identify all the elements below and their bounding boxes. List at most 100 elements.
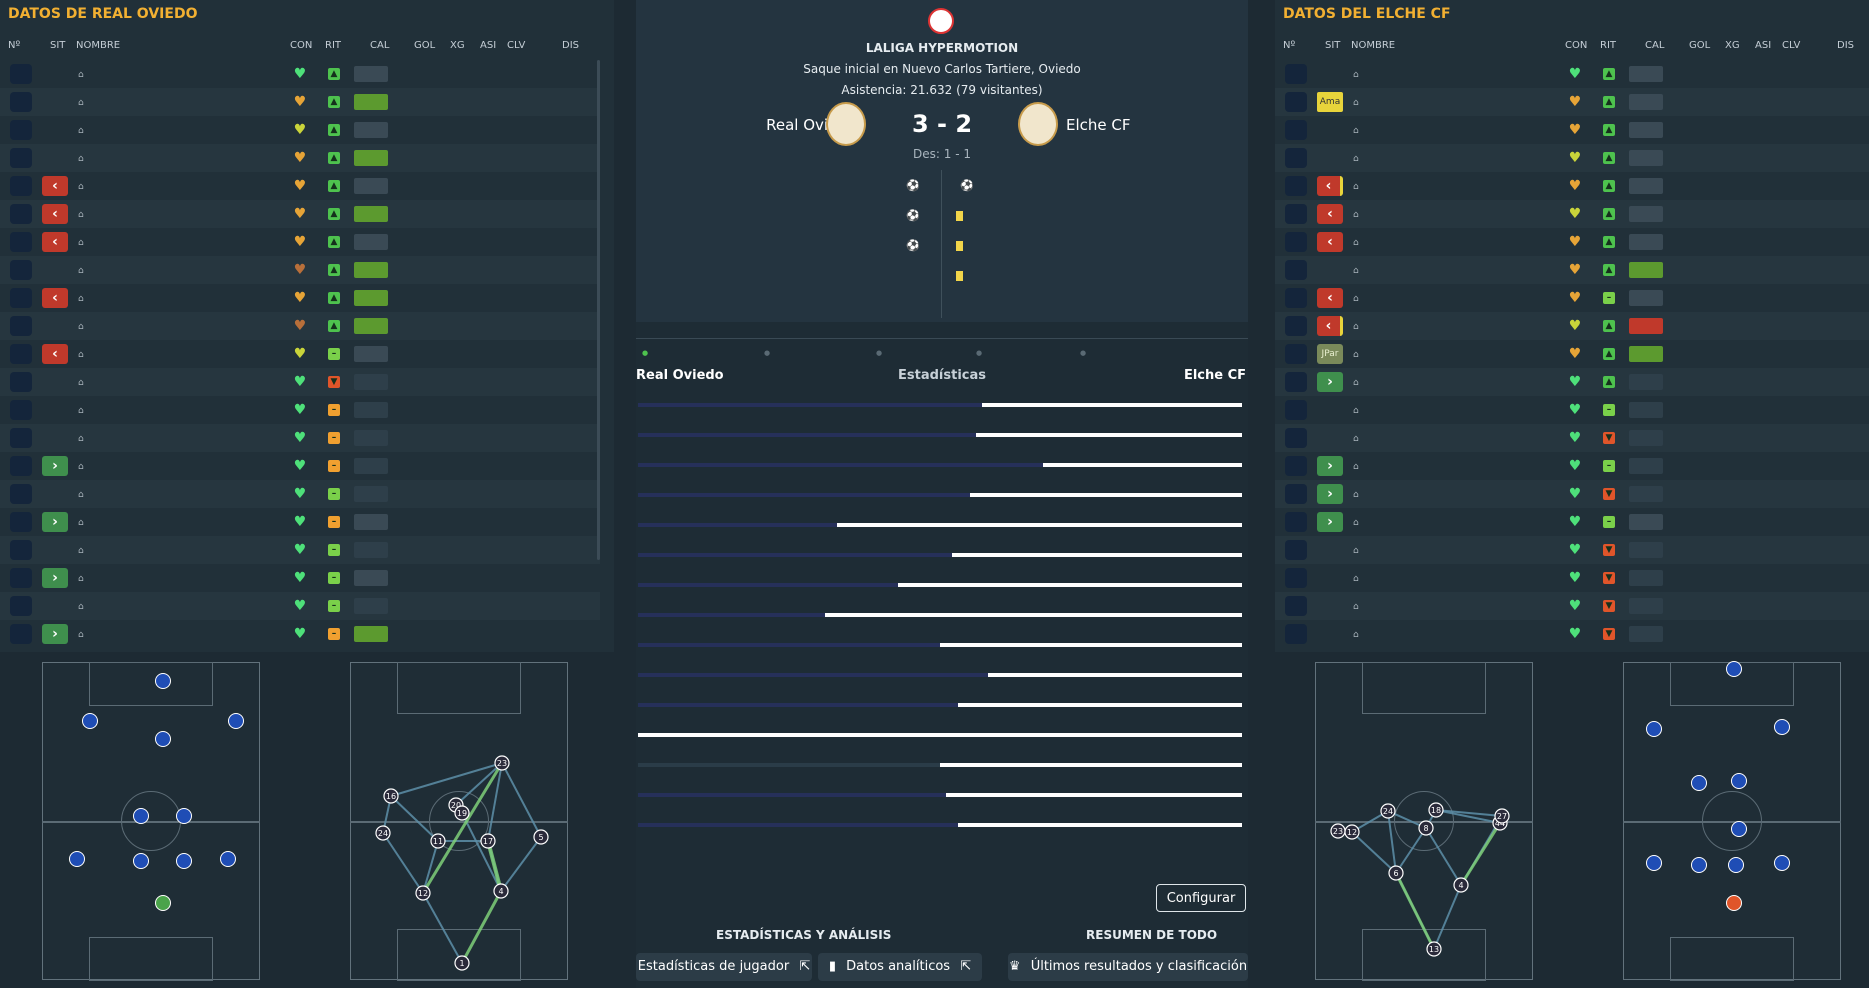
pass-node[interactable] xyxy=(415,885,431,901)
player-row[interactable]: › ♥ – xyxy=(1275,452,1869,480)
formation-player[interactable] xyxy=(1699,661,1769,692)
player-row[interactable]: ‹ ♥ ▲ xyxy=(1275,228,1869,256)
player-name[interactable] xyxy=(78,290,88,305)
col-header[interactable]: NOMBRE xyxy=(1351,40,1396,51)
player-name[interactable] xyxy=(1353,94,1363,109)
player-row[interactable]: › ♥ – xyxy=(0,452,600,480)
stats-tab[interactable] xyxy=(764,345,776,360)
formation-player[interactable] xyxy=(128,731,198,762)
player-row[interactable]: JPar ♥ ▲ xyxy=(1275,340,1869,368)
pass-node[interactable] xyxy=(1428,802,1444,818)
analytics-button[interactable]: ▮ Datos analíticos ⇱ xyxy=(818,953,982,981)
player-row[interactable]: ♥▲ xyxy=(0,116,600,144)
col-header[interactable]: GOL xyxy=(1689,40,1711,51)
col-header[interactable]: ASI xyxy=(480,40,497,51)
player-name[interactable] xyxy=(1353,514,1363,529)
col-header[interactable]: CON xyxy=(290,40,313,51)
formation-player[interactable] xyxy=(106,808,176,839)
player-name[interactable] xyxy=(1353,178,1363,193)
player-row[interactable]: ♥– xyxy=(0,536,600,564)
player-row[interactable]: ♥▲ xyxy=(0,256,600,284)
formation-player[interactable] xyxy=(1701,857,1771,888)
player-name[interactable] xyxy=(1353,430,1363,445)
pass-node[interactable] xyxy=(1388,865,1404,881)
player-row[interactable]: ‹ ♥ ▲ xyxy=(1275,312,1869,340)
player-row[interactable]: ♥▼ xyxy=(1275,424,1869,452)
formation-player[interactable] xyxy=(201,713,271,744)
formation-player[interactable] xyxy=(106,853,176,884)
col-header[interactable]: DIS xyxy=(562,40,579,51)
pass-node[interactable] xyxy=(1418,820,1434,836)
col-header[interactable]: ASI xyxy=(1755,40,1772,51)
formation-player[interactable] xyxy=(1747,719,1817,750)
formation-player[interactable] xyxy=(1699,895,1769,926)
pass-node[interactable] xyxy=(430,833,446,849)
player-row[interactable]: ♥▲ xyxy=(0,312,600,340)
home-crest-icon[interactable] xyxy=(826,102,866,146)
player-name[interactable] xyxy=(1353,262,1363,277)
formation-player[interactable] xyxy=(1619,855,1689,886)
pass-node[interactable] xyxy=(1494,808,1510,824)
player-name[interactable] xyxy=(1353,402,1363,417)
player-name[interactable] xyxy=(78,542,88,557)
player-row[interactable]: ‹ ♥ – xyxy=(1275,284,1869,312)
col-header[interactable]: Nº xyxy=(1283,40,1296,51)
formation-player[interactable] xyxy=(128,895,198,926)
player-row[interactable]: › ♥ – xyxy=(1275,508,1869,536)
player-row[interactable]: ♥▲ xyxy=(1275,144,1869,172)
formation-player[interactable] xyxy=(128,673,198,704)
player-name[interactable] xyxy=(78,66,88,81)
player-row[interactable]: ♥▲ xyxy=(1275,116,1869,144)
stats-tab[interactable] xyxy=(876,345,888,360)
home-table-scrollbar[interactable] xyxy=(597,60,600,560)
away-team-name[interactable]: Elche CF xyxy=(1066,116,1131,134)
col-header[interactable]: CAL xyxy=(1645,40,1665,51)
player-name[interactable] xyxy=(78,94,88,109)
pass-node[interactable] xyxy=(1380,803,1396,819)
player-name[interactable] xyxy=(78,178,88,193)
player-row[interactable]: ‹ ♥ ▲ xyxy=(0,172,600,200)
col-header[interactable]: Nº xyxy=(8,40,21,51)
col-header[interactable]: RIT xyxy=(1600,40,1617,51)
player-name[interactable] xyxy=(78,150,88,165)
player-name[interactable] xyxy=(1353,290,1363,305)
player-name[interactable] xyxy=(1353,346,1363,361)
player-name[interactable] xyxy=(78,262,88,277)
player-row[interactable]: ♥– xyxy=(1275,396,1869,424)
player-row[interactable]: ♥– xyxy=(0,424,600,452)
player-row[interactable]: ♥▼ xyxy=(1275,592,1869,620)
player-name[interactable] xyxy=(1353,150,1363,165)
player-row[interactable]: ♥▲ xyxy=(0,88,600,116)
player-name[interactable] xyxy=(1353,458,1363,473)
player-stats-button[interactable]: Estadísticas de jugador ⇱ xyxy=(636,953,812,981)
col-header[interactable]: XG xyxy=(450,40,465,51)
player-name[interactable] xyxy=(78,626,88,641)
player-name[interactable] xyxy=(1353,122,1363,137)
player-row[interactable]: › ♥ – xyxy=(0,564,600,592)
player-row[interactable]: ‹ ♥ – xyxy=(0,340,600,368)
player-row[interactable]: ♥▼ xyxy=(1275,564,1869,592)
formation-player[interactable] xyxy=(1664,857,1734,888)
player-row[interactable]: ♥▲ xyxy=(1275,256,1869,284)
col-header[interactable]: CLV xyxy=(1782,40,1801,51)
away-crest-icon[interactable] xyxy=(1018,102,1058,146)
player-name[interactable] xyxy=(78,346,88,361)
col-header[interactable]: SIT xyxy=(1325,40,1341,51)
player-row[interactable]: ♥– xyxy=(0,396,600,424)
player-row[interactable]: ‹ ♥ ▲ xyxy=(0,228,600,256)
player-row[interactable]: ♥▼ xyxy=(1275,536,1869,564)
formation-player[interactable] xyxy=(1704,821,1774,852)
col-header[interactable]: SIT xyxy=(50,40,66,51)
player-row[interactable]: ♥▼ xyxy=(1275,620,1869,648)
stats-tab[interactable] xyxy=(1080,345,1092,360)
configure-button[interactable]: Configurar xyxy=(1156,884,1246,912)
player-name[interactable] xyxy=(78,206,88,221)
stats-tab[interactable] xyxy=(976,345,988,360)
player-row[interactable]: ♥▲ xyxy=(0,60,600,88)
pass-node[interactable] xyxy=(375,825,391,841)
formation-player[interactable] xyxy=(1664,775,1734,806)
col-header[interactable]: CON xyxy=(1565,40,1588,51)
player-row[interactable]: ‹ ♥ ▲ xyxy=(0,200,600,228)
player-row[interactable]: ♥▲ xyxy=(0,144,600,172)
player-name[interactable] xyxy=(78,374,88,389)
